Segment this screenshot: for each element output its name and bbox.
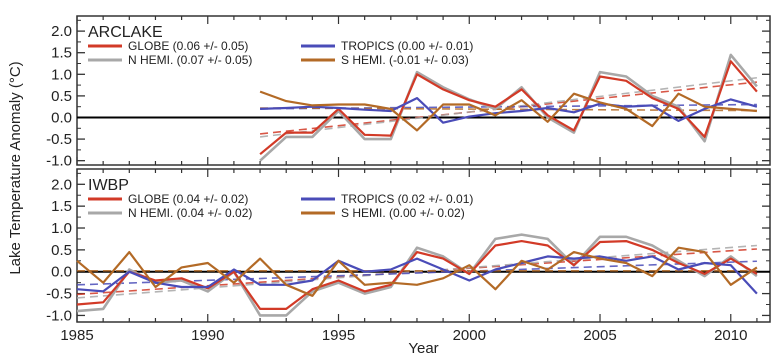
iwbp-legend-globe-label: GLOBE (0.04 +/- 0.02) <box>128 192 248 206</box>
iwbp-tropics-series-line <box>76 255 758 295</box>
x-tick-label: 1990 <box>191 327 224 344</box>
arclake-y-tick-label: 1.0 <box>51 66 72 83</box>
arclake-legend-nhemi-label: N HEMI. (0.07 +/- 0.05) <box>128 53 252 67</box>
iwbp-nhemi-trend-line <box>76 244 757 299</box>
arclake-panel-title: ARCLAKE <box>88 24 163 41</box>
arclake-panel-frame <box>76 15 771 166</box>
x-tick-label: 1985 <box>60 327 93 344</box>
iwbp-legend-tropics-label: TROPICS (0.02 +/- 0.01) <box>341 192 473 206</box>
arclake-globe-series-line <box>259 60 758 156</box>
iwbp-y-tick-label: 2.0 <box>51 176 72 193</box>
x-tick-label: 2005 <box>583 327 616 344</box>
x-tick-label: 2010 <box>714 327 747 344</box>
x-tick-label: 1995 <box>322 327 355 344</box>
iwbp-panel-frame <box>76 168 771 323</box>
iwbp-y-tick-label: 0.0 <box>51 264 72 281</box>
arclake-legend-shemi-label: S HEMI. (-0.01 +/- 0.03) <box>341 53 469 67</box>
arclake-shemi-series-line <box>259 90 757 132</box>
arclake-legend-tropics-label: TROPICS (0.00 +/- 0.01) <box>341 39 473 53</box>
y-axis-label: Lake Temperature Anomaly (°C) <box>7 61 24 274</box>
x-tick-label: 2000 <box>453 327 486 344</box>
iwbp-globe-series-line <box>76 240 758 310</box>
arclake-y-tick-label: 1.5 <box>51 45 72 62</box>
iwbp-y-tick-label: 1.5 <box>51 198 72 215</box>
iwbp-panel-title: IWBP <box>88 177 129 194</box>
arclake-tropics-series-line <box>260 96 758 124</box>
arclake-y-tick-label: 2.0 <box>51 23 72 40</box>
iwbp-tropics-trend-line <box>76 260 757 286</box>
iwbp-shemi-series-line <box>76 246 758 297</box>
iwbp-y-tick-label: 0.5 <box>51 242 72 259</box>
iwbp-nhemi-series-line <box>76 233 758 317</box>
iwbp-legend-nhemi-label: N HEMI. (0.04 +/- 0.02) <box>128 206 252 220</box>
arclake-legend-globe-label: GLOBE (0.06 +/- 0.05) <box>128 39 248 53</box>
arclake-y-tick-label: 0.0 <box>51 109 72 126</box>
iwbp-y-tick-label: -1.0 <box>46 307 72 324</box>
arclake-y-tick-label: -1.0 <box>46 153 72 170</box>
iwbp-legend-shemi-label: S HEMI. (0.00 +/- 0.02) <box>341 206 465 220</box>
arclake-y-tick-label: -0.5 <box>46 131 72 148</box>
x-axis-label: Year <box>408 340 438 354</box>
iwbp-y-tick-label: 1.0 <box>51 220 72 237</box>
arclake-y-tick-label: 0.5 <box>51 88 72 105</box>
iwbp-y-tick-label: -0.5 <box>46 286 72 303</box>
